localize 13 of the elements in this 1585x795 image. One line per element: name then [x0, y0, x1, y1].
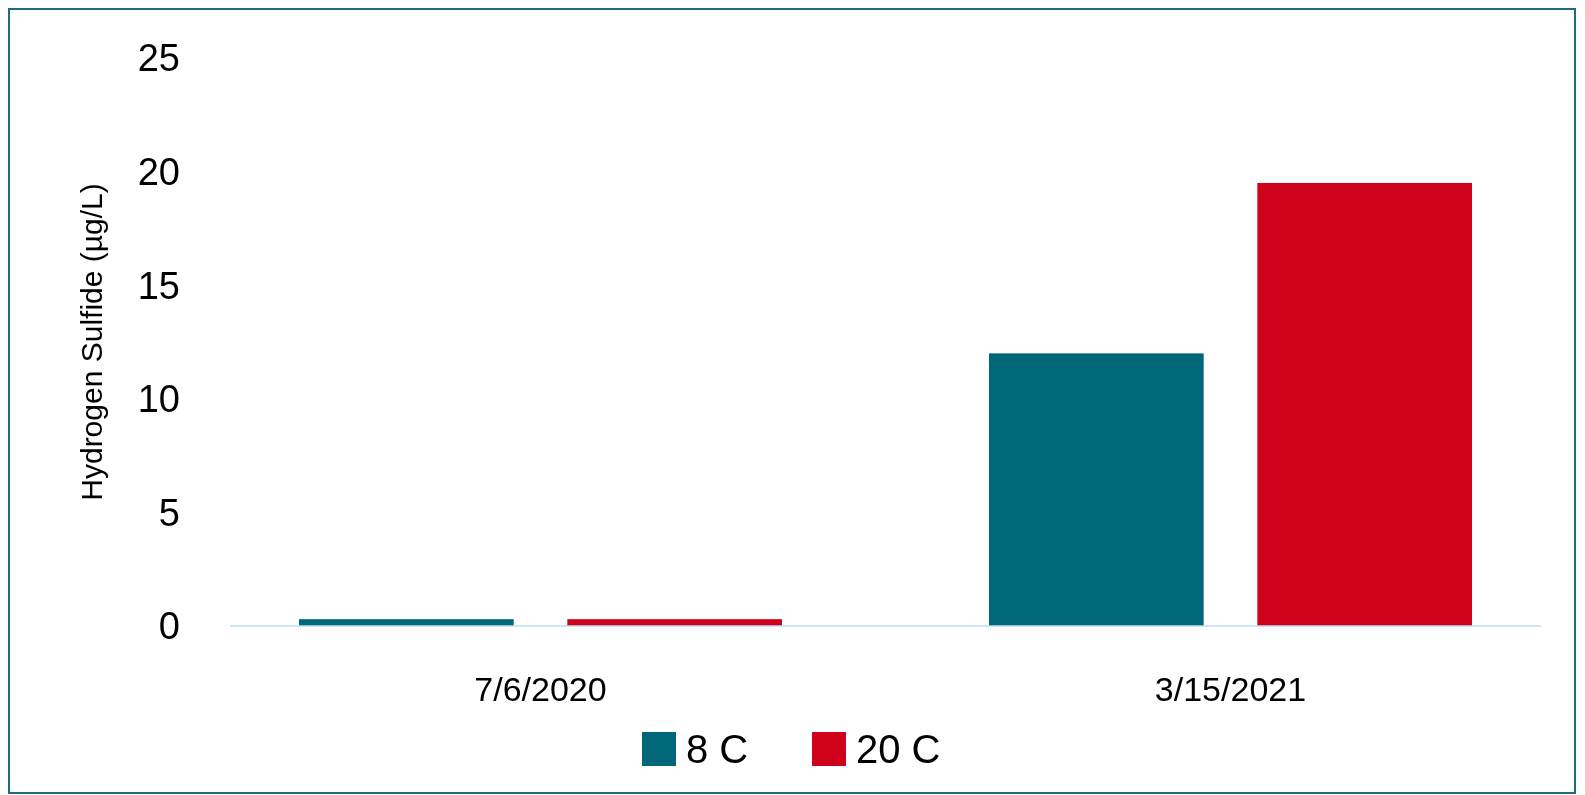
y-tick-label: 0	[158, 605, 180, 648]
y-tick-label: 15	[137, 264, 180, 307]
y-tick-label: 25	[137, 37, 180, 80]
legend-label: 8 C	[686, 727, 749, 771]
x-tick-label: 7/6/2020	[474, 670, 607, 708]
y-axis-title: Hydrogen Sulfide (µg/L)	[75, 183, 108, 501]
legend-label: 20 C	[856, 727, 941, 771]
bar	[1257, 182, 1472, 626]
x-tick-label: 3/15/2021	[1154, 670, 1307, 708]
y-tick-label: 20	[137, 150, 180, 193]
y-tick-label: 5	[158, 491, 180, 534]
bar	[989, 353, 1204, 626]
y-tick-label: 10	[137, 378, 180, 421]
